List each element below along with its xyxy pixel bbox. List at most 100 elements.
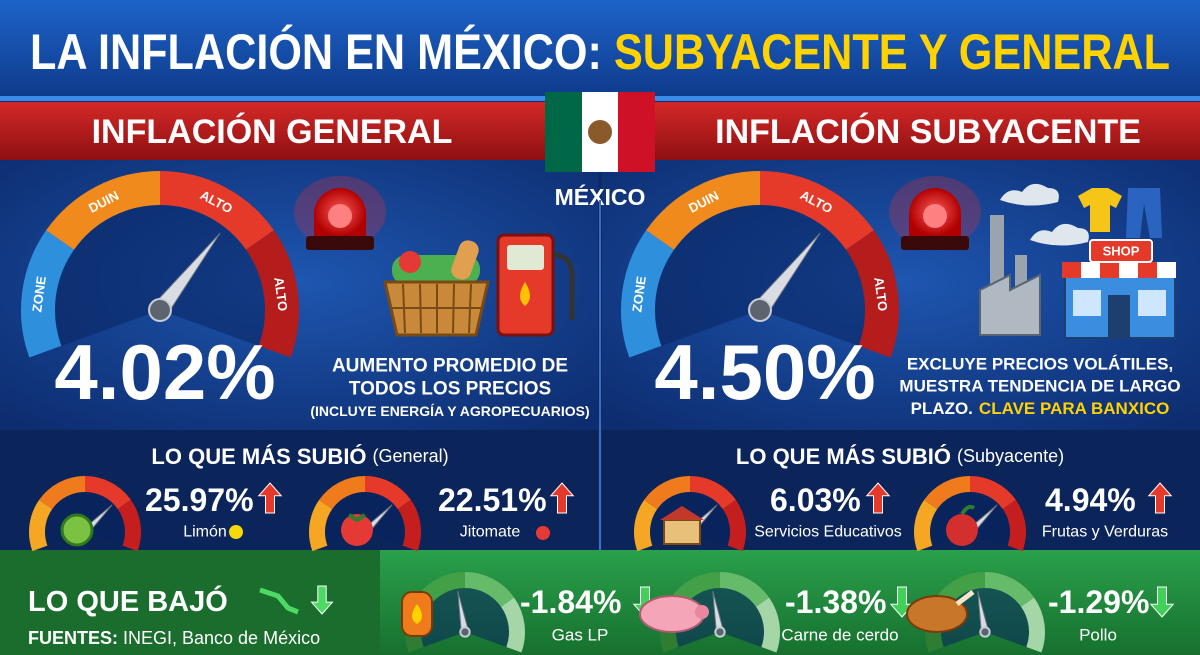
general-description: TODOS LOS PRECIOS — [349, 379, 551, 400]
shop-awning — [1081, 262, 1100, 278]
core-highlight: CLAVE PARA BANXICO — [979, 399, 1169, 418]
general-description: AUMENTO PROMEDIO DE — [332, 356, 568, 377]
gauge-hub — [459, 626, 471, 638]
siren-light — [328, 204, 352, 228]
flag-green — [545, 92, 582, 172]
gauge-segment — [719, 572, 770, 608]
gauge-face — [413, 580, 517, 650]
gauge-hub — [979, 626, 991, 638]
gauge-face — [668, 580, 773, 650]
gauge-face — [37, 187, 282, 352]
fall-label: Pollo — [1079, 626, 1117, 645]
gauge-segment — [464, 572, 515, 608]
general-rate: 4.02% — [54, 328, 275, 416]
gauge-segment — [1002, 499, 1026, 552]
lemon-icon — [229, 525, 243, 539]
gauge-segment — [397, 499, 421, 552]
gauge-segment — [39, 476, 86, 510]
core-top-qualifier: (Subyacente) — [957, 446, 1064, 466]
gauge-segment — [84, 476, 131, 510]
school-icon — [663, 519, 701, 545]
shop-window — [1138, 290, 1166, 316]
siren-light — [923, 204, 947, 228]
shop-awning — [1062, 262, 1081, 278]
gauge-segment — [722, 499, 746, 552]
rise-label: Jitomate — [460, 524, 521, 541]
apple-leaf — [960, 504, 976, 516]
general-top-heading: LO QUE MÁS SUBIÓ — [151, 444, 366, 469]
core-heading: INFLACIÓN SUBYACENTE — [715, 113, 1141, 151]
core-top: LO QUE MÁS SUBIÓ (Subyacente) — [736, 444, 1064, 469]
down-arrow — [1149, 586, 1175, 618]
title-band — [0, 0, 1200, 96]
gauge-segment — [759, 171, 874, 251]
gauge-hub — [714, 626, 726, 638]
gauge-segment — [245, 230, 299, 358]
pump-screen — [507, 245, 544, 270]
gauge-face — [637, 188, 882, 352]
flag — [545, 92, 655, 172]
pig-icon — [639, 595, 705, 633]
core-description: EXCLUYE PRECIOS VOLÁTILES, — [907, 355, 1173, 374]
gauge-segment — [845, 230, 899, 358]
flag-red — [618, 92, 655, 172]
rise-value: 25.97% — [145, 482, 254, 518]
apple-icon — [946, 514, 978, 546]
fall-label: Carne de cerdo — [781, 626, 898, 645]
gauge-segment — [159, 171, 274, 251]
down-arrow — [310, 585, 334, 615]
gauge-segment — [924, 476, 971, 510]
tshirt — [1078, 188, 1122, 232]
gauge-segment — [634, 499, 658, 552]
shop-window — [1073, 290, 1101, 316]
basket-bread — [451, 240, 479, 280]
school-roof — [660, 506, 704, 520]
chicken-leg — [955, 590, 975, 606]
pump-hose — [552, 252, 575, 320]
general-header-bar — [0, 102, 545, 160]
flag-emblem — [588, 120, 612, 144]
jeans — [1126, 188, 1162, 238]
up-arrow — [865, 482, 891, 514]
tomato-small — [536, 526, 550, 540]
up-arrow — [1147, 482, 1173, 514]
shop-awning — [1100, 262, 1119, 278]
gauge-segment — [644, 476, 691, 510]
sources-label: FUENTES: — [28, 628, 118, 648]
gauge-segment — [500, 597, 525, 653]
lime-icon — [60, 513, 94, 547]
rise-value: 22.51% — [438, 482, 547, 518]
gauge-segment — [29, 499, 53, 552]
shop-awning — [1138, 262, 1157, 278]
gauge-segment — [969, 476, 1016, 510]
title-part2: SUBYACENTE Y GENERAL — [614, 24, 1170, 80]
gauge-segment — [46, 171, 161, 251]
gauge-segment — [1020, 597, 1045, 653]
tomato-leaf — [347, 513, 367, 523]
general-heading: INFLACIÓN GENERAL — [92, 113, 453, 151]
shop-awning — [1157, 262, 1176, 278]
up-arrow — [257, 482, 283, 514]
gauge-label: ALTO — [871, 276, 890, 312]
gauge-segment — [621, 230, 675, 358]
core-description: MUESTRA TENDENCIA DE LARGO — [899, 377, 1180, 396]
title: LA INFLACIÓN EN MÉXICO:SUBYACENTE Y GENE… — [30, 24, 1170, 80]
core-header-bar — [655, 102, 1200, 160]
chicken-icon — [906, 595, 968, 633]
core-description: PLAZO. — [911, 399, 973, 418]
gauge-segment — [21, 230, 75, 358]
pig-snout — [695, 605, 709, 619]
general-note: (INCLUYE ENERGÍA Y AGROPECUARIOS) — [310, 403, 589, 419]
fall-value: -1.38% — [785, 584, 886, 620]
general-top-qualifier: (General) — [373, 446, 449, 466]
factory-smoke — [1000, 183, 1059, 206]
gauge-label: ZONE — [629, 275, 649, 313]
gauge-hub — [748, 298, 772, 322]
gauge-segment — [309, 499, 333, 552]
rise-label: Frutas y Verduras — [1042, 524, 1168, 541]
gauge-segment — [117, 499, 141, 552]
